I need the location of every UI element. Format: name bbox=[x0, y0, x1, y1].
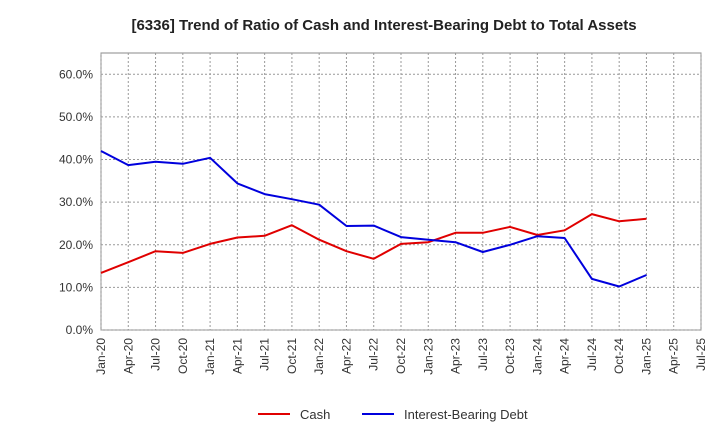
x-tick-label: Jul-24 bbox=[585, 338, 599, 371]
x-tick-label: Oct-21 bbox=[285, 338, 299, 374]
series-line-interest-bearing-debt bbox=[100, 150, 647, 288]
y-tick-label: 0.0% bbox=[66, 323, 94, 337]
legend: Cash Interest-Bearing Debt bbox=[258, 407, 528, 422]
x-tick-label: Oct-22 bbox=[394, 338, 408, 374]
x-tick-label: Jul-23 bbox=[476, 338, 490, 371]
legend-label: Interest-Bearing Debt bbox=[404, 407, 528, 422]
x-tick-label: Oct-24 bbox=[612, 338, 626, 374]
x-tick-label: Jul-25 bbox=[694, 338, 708, 371]
x-tick-label: Apr-25 bbox=[667, 338, 681, 374]
x-tick-label: Jul-20 bbox=[149, 338, 163, 371]
x-tick-label: Apr-22 bbox=[339, 338, 353, 374]
x-axis-ticks: Jan-20 Apr-20 Jul-20 Oct-20 Jan-21 Apr-21 Jul-… bbox=[94, 338, 708, 375]
x-tick-label: Apr-20 bbox=[121, 338, 135, 374]
x-tick-label: Jan-21 bbox=[203, 338, 217, 375]
y-tick-label: 30.0% bbox=[59, 195, 93, 209]
x-tick-label: Jan-24 bbox=[530, 338, 544, 375]
legend-label: Cash bbox=[300, 407, 330, 422]
x-tick-label: Jul-22 bbox=[367, 338, 381, 371]
x-tick-label: Oct-23 bbox=[503, 338, 517, 374]
y-tick-label: 50.0% bbox=[59, 110, 93, 124]
y-tick-label: 20.0% bbox=[59, 238, 93, 252]
x-tick-label: Apr-21 bbox=[230, 338, 244, 374]
x-tick-label: Apr-23 bbox=[449, 338, 463, 374]
x-tick-label: Jan-20 bbox=[94, 338, 108, 375]
series-line-cash bbox=[100, 213, 647, 274]
x-tick-label: Jul-21 bbox=[258, 338, 272, 371]
y-tick-label: 10.0% bbox=[59, 280, 93, 294]
y-tick-label: 40.0% bbox=[59, 153, 93, 167]
y-tick-label: 60.0% bbox=[59, 67, 93, 81]
chart-title: [6336] Trend of Ratio of Cash and Intere… bbox=[131, 17, 636, 34]
x-tick-label: Oct-20 bbox=[176, 338, 190, 374]
series-lines bbox=[100, 150, 647, 288]
y-axis-ticks: 0.0% 10.0% 20.0% 30.0% 40.0% 50.0% 60.0% bbox=[59, 67, 93, 337]
x-tick-label: Jan-23 bbox=[421, 338, 435, 375]
x-tick-label: Jan-22 bbox=[312, 338, 326, 375]
x-tick-label: Apr-24 bbox=[558, 338, 572, 374]
plot-area bbox=[100, 52, 702, 331]
x-tick-label: Jan-25 bbox=[639, 338, 653, 375]
